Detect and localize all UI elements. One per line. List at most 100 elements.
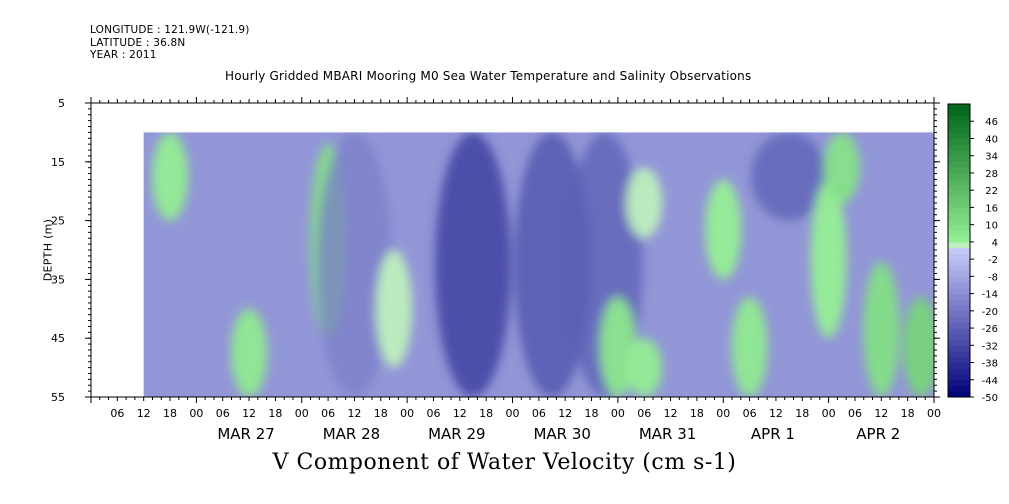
colorbar-swatch: [948, 264, 970, 272]
heatmap-feature: [514, 132, 591, 397]
x-hour-label: 12: [558, 407, 572, 420]
x-hour-label: 06: [426, 407, 440, 420]
x-hour-label: 06: [110, 407, 124, 420]
colorbar-swatch: [948, 316, 970, 323]
colorbar-label: 46: [985, 117, 998, 128]
colorbar-label: 10: [985, 221, 998, 232]
heatmap-feature: [823, 132, 860, 203]
x-hour-label: 18: [901, 407, 915, 420]
colorbar-swatch: [948, 310, 970, 318]
colorbar-swatch: [948, 178, 970, 185]
colorbar-swatch: [948, 109, 970, 116]
colorbar-swatch: [948, 333, 970, 341]
y-tick-label: 15: [51, 156, 65, 169]
x-hour-label: 00: [716, 407, 730, 420]
x-hour-label: 00: [611, 407, 625, 420]
x-axis-label: V Component of Water Velocity (cm s-1): [272, 450, 737, 475]
x-hour-label: 00: [295, 407, 309, 420]
x-hour-label: 18: [163, 407, 177, 420]
x-hour-label: 18: [585, 407, 599, 420]
colorbar-swatch: [948, 299, 970, 306]
y-tick-label: 35: [51, 273, 65, 286]
colorbar-label: 28: [985, 169, 998, 180]
year-label: YEAR : 2011: [90, 49, 157, 61]
x-date-label: APR 2: [856, 425, 900, 443]
x-date-label: MAR 30: [533, 425, 590, 443]
colorbar-label: -20: [982, 307, 998, 318]
colorbar-border: [947, 103, 971, 398]
colorbar-label: 22: [985, 186, 998, 197]
x-hour-label: 00: [822, 407, 836, 420]
x-hour-label: 18: [795, 407, 809, 420]
colorbar-swatch: [948, 345, 970, 352]
colorbar-label: 40: [985, 134, 998, 145]
axes: 5 15 25 35 45 55 06 12 18 00 06 12 18 00 06 12 18 00 06 12 1…: [51, 97, 941, 443]
x-hour-label: 12: [242, 407, 256, 420]
colorbar-swatch: [948, 132, 970, 139]
heatmap-blurred: [152, 132, 934, 397]
heatmap-feature: [902, 297, 934, 397]
heatmap-feature: [751, 132, 828, 221]
colorbar-swatch: [948, 195, 970, 203]
heatmap-feature: [375, 249, 412, 368]
chart-title: Hourly Gridded MBARI Mooring M0 Sea Wate…: [225, 69, 752, 83]
x-hour-label: 12: [769, 407, 783, 420]
metadata-block: LONGITUDE : 121.9W(-121.9) LATITUDE : 36…: [90, 24, 250, 62]
x-date-label: MAR 29: [428, 425, 485, 443]
x-hour-label: 00: [400, 407, 414, 420]
heatmap-feature: [863, 261, 900, 397]
x-hour-label: 12: [453, 407, 467, 420]
latitude-label: LATITUDE : 36.8N: [90, 36, 186, 49]
colorbar-swatch: [948, 190, 970, 197]
x-hour-label: 00: [189, 407, 203, 420]
colorbar-swatch: [948, 253, 970, 260]
colorbar-swatch: [948, 167, 970, 174]
x-hour-label: 06: [637, 407, 651, 420]
heatmap-feature: [316, 132, 393, 397]
colorbar-label: -14: [982, 290, 998, 301]
colorbar-label: -8: [988, 272, 998, 283]
colorbar-swatch: [948, 236, 970, 243]
colorbar: 46 40 34 28 22 16 10 4 -2 -8 -14 -20 -26 -32 -38 -44 -50: [947, 103, 998, 404]
colorbar-swatch: [948, 287, 970, 295]
heatmap-field: [143, 132, 934, 397]
heatmap-feature: [731, 297, 768, 397]
colorbar-label: 34: [985, 152, 998, 163]
colorbar-swatch: [948, 379, 970, 387]
colorbar-swatch: [948, 149, 970, 157]
colorbar-swatch: [948, 144, 970, 151]
x-hour-label: 06: [216, 407, 230, 420]
colorbar-label: -32: [982, 341, 998, 352]
colorbar-swatch: [948, 218, 970, 226]
colorbar-swatch: [948, 259, 970, 266]
x-date-label: APR 1: [751, 425, 795, 443]
x-date-label: MAR 31: [639, 425, 696, 443]
x-hour-label: 00: [927, 407, 941, 420]
heatmap-feature: [152, 132, 189, 221]
x-hour-label: 18: [374, 407, 388, 420]
colorbar-swatch: [948, 276, 970, 283]
colorbar-swatch: [948, 328, 970, 335]
colorbar-swatch: [948, 374, 970, 381]
colorbar-swatch: [948, 201, 970, 208]
heatmap-features: [152, 132, 934, 397]
colorbar-swatch: [948, 322, 970, 329]
colorbar-swatch: [948, 213, 970, 220]
x-hour-label: 00: [506, 407, 520, 420]
colorbar-swatch: [948, 368, 970, 375]
colorbar-swatch: [948, 126, 970, 134]
colorbar-label: -26: [982, 324, 998, 335]
x-hour-label: 12: [874, 407, 888, 420]
heatmap-feature: [626, 338, 663, 397]
x-hour-label: 12: [137, 407, 151, 420]
x-hour-label: 06: [743, 407, 757, 420]
colorbar-swatch: [948, 247, 970, 254]
colorbar-swatch: [948, 115, 970, 122]
colorbar-swatch: [948, 104, 970, 111]
colorbar-label: -50: [982, 393, 998, 404]
colorbar-swatch: [948, 356, 970, 364]
colorbar-label: 16: [985, 203, 998, 214]
x-hour-label: 06: [532, 407, 546, 420]
colorbar-swatch: [948, 339, 970, 346]
colorbar-swatch: [948, 391, 970, 398]
